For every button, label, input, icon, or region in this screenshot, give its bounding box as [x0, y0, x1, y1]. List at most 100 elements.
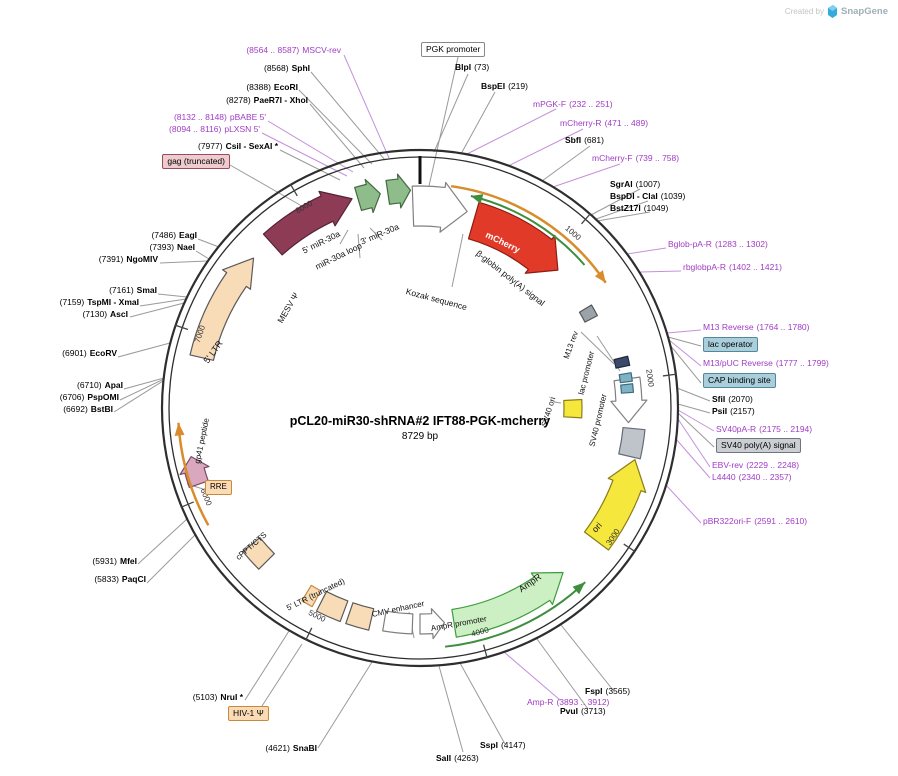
- feature-arc-5-ltr[interactable]: [189, 257, 255, 361]
- primer-leader-line: [552, 163, 621, 188]
- feature-arc-sv40-promoter[interactable]: [610, 376, 648, 424]
- enzyme-label-snabi[interactable]: (4621) SnaBI: [265, 743, 317, 753]
- primer-leader-line: [464, 108, 557, 156]
- enzyme-label-apai[interactable]: (6710) ApaI: [77, 380, 123, 390]
- enzyme-label-ngomiv[interactable]: (7391) NgoMIV: [99, 254, 158, 264]
- primer-position: (8564 .. 8587): [246, 45, 300, 55]
- enzyme-label-pvui[interactable]: PvuI (3713): [560, 706, 606, 716]
- enzyme-label-sbfi[interactable]: SbfI (681): [565, 135, 604, 145]
- enzyme-label-mfei[interactable]: (5931) MfeI: [92, 556, 137, 566]
- enzyme-label-sphi[interactable]: (8568) SphI: [264, 63, 310, 73]
- enzyme-label-naei[interactable]: (7393) NaeI: [149, 242, 195, 252]
- enzyme-label-fspi[interactable]: FspI (3565): [585, 686, 630, 696]
- enzyme-label-sgrai[interactable]: SgrAI (1007): [610, 179, 660, 189]
- feature-arc-cppt-cts[interactable]: [242, 537, 275, 570]
- enzyme-label-psii[interactable]: PsiI (2157): [712, 406, 755, 416]
- enzyme-label-ecori[interactable]: (8388) EcoRI: [246, 82, 298, 92]
- primer-label-mcherry-r[interactable]: mCherry-R (471 .. 489): [560, 118, 648, 128]
- feature-arc-sv40-polya-signal[interactable]: [618, 426, 646, 460]
- primer-label-sv40pa-r[interactable]: SV40pA-R (2175 .. 2194): [716, 424, 812, 434]
- label-leader-line: [279, 149, 341, 181]
- enzyme-label-nrui[interactable]: (5103) NruI *: [193, 692, 243, 702]
- label-leader-line: [244, 630, 290, 701]
- enzyme-label-sali[interactable]: SalI (4263): [436, 753, 479, 763]
- feature-arc-5-mir30a[interactable]: [354, 178, 381, 214]
- enzyme-label-asci[interactable]: (7130) AscI: [82, 309, 128, 319]
- label-leader-line: [580, 331, 615, 365]
- feature-arc-5-ltr-truncated-b[interactable]: [315, 590, 349, 623]
- feature-arc-hiv1-psi[interactable]: [301, 584, 322, 608]
- feature-arc-3-mir30a[interactable]: [385, 173, 412, 209]
- primer-label-bglob-pa-r[interactable]: Bglob-pA-R (1283 .. 1302): [668, 239, 768, 249]
- feature-arc-ori[interactable]: [583, 458, 647, 551]
- box-label-lac-operator[interactable]: lac operator: [703, 337, 758, 352]
- primer-label-mscv-rev[interactable]: (8564 .. 8587) MSCV-rev: [246, 45, 341, 55]
- feature-arc-gp41-peptide[interactable]: [179, 456, 210, 489]
- enzyme-name: NgoMIV: [126, 254, 158, 264]
- enzyme-position: (6901): [62, 348, 87, 358]
- label-leader-line: [137, 518, 188, 565]
- enzyme-label-csii-sexai[interactable]: (7977) CsiI - SexAI *: [198, 141, 278, 151]
- primer-label-plxsn-5[interactable]: (8094 .. 8116) pLXSN 5': [169, 124, 260, 134]
- enzyme-label-bstz17i[interactable]: BstZ17I (1049): [610, 203, 668, 213]
- label-leader-line: [159, 260, 208, 264]
- primer-label-mcherry-f[interactable]: mCherry-F (739 .. 758): [592, 153, 679, 163]
- primer-label-mpgk-f[interactable]: mPGK-F (232 .. 251): [533, 99, 613, 109]
- enzyme-label-bstbi[interactable]: (6692) BstBI: [63, 404, 113, 414]
- enzyme-position: (5103): [192, 692, 218, 702]
- primer-name: mCherry-F: [592, 153, 633, 163]
- primer-label-rbglobpa-r[interactable]: rbglobpA-R (1402 .. 1421): [683, 262, 782, 272]
- enzyme-label-ecorv[interactable]: (6901) EcoRV: [62, 348, 117, 358]
- enzyme-label-sspi[interactable]: SspI (4147): [480, 740, 526, 750]
- primer-label-pbr322ori-f[interactable]: pBR322ori-F (2591 .. 2610): [703, 516, 807, 526]
- feature-box-cap-binding-site-b[interactable]: [620, 383, 635, 394]
- feature-arc-mcherry[interactable]: [467, 201, 559, 274]
- box-label-rre[interactable]: RRE: [205, 480, 232, 495]
- enzyme-label-paer7i-xhoi[interactable]: (8278) PaeR7I - XhoI: [226, 95, 308, 105]
- primer-label-amp-r[interactable]: Amp-R (3893 .. 3912): [527, 697, 609, 707]
- primer-leader-line: [668, 339, 702, 367]
- feature-arc-ampr-promoter[interactable]: [419, 608, 446, 640]
- primer-label-m13-puc-reverse[interactable]: M13/pUC Reverse (1777 .. 1799): [703, 358, 829, 368]
- primer-name: mPGK-F: [533, 99, 567, 109]
- box-label-sv40-polya-signal[interactable]: SV40 poly(A) signal: [716, 438, 801, 453]
- thin-arc-mcherry-transcript[interactable]: [470, 195, 586, 266]
- feature-arc-cmv-enhancer[interactable]: [382, 610, 414, 635]
- primer-position: (2175 .. 2194): [759, 424, 813, 434]
- box-label-pgk-promoter[interactable]: PGK promoter: [421, 42, 486, 57]
- enzyme-label-tspmi-xmai[interactable]: (7159) TspMI - XmaI: [60, 297, 139, 307]
- primer-label-l4440[interactable]: L4440 (2340 .. 2357): [712, 472, 792, 482]
- feature-box-lac-operator[interactable]: [613, 355, 631, 369]
- enzyme-position: (1049): [643, 203, 669, 213]
- box-label-cap-binding-site[interactable]: CAP binding site: [703, 373, 776, 388]
- feature-arc-5-ltr-truncated-a[interactable]: [345, 602, 375, 631]
- enzyme-position: (7130): [82, 309, 108, 319]
- feature-box-m13-rev[interactable]: [578, 304, 599, 323]
- enzyme-label-bspei[interactable]: BspEI (219): [481, 81, 528, 91]
- primer-label-pbabe-5[interactable]: (8132 .. 8148) pBABE 5': [174, 112, 266, 122]
- thin-arc-bglobin-polya[interactable]: [451, 184, 607, 284]
- primer-label-m13-reverse[interactable]: M13 Reverse (1764 .. 1780): [703, 322, 810, 332]
- enzyme-name: SnaBI: [292, 743, 317, 753]
- thin-arc-ampr-transcript[interactable]: [444, 581, 586, 648]
- enzyme-label-paqci[interactable]: (5833) PaqCI: [94, 574, 146, 584]
- enzyme-label-blpi[interactable]: BlpI (73): [455, 62, 489, 72]
- enzyme-label-smai[interactable]: (7161) SmaI: [109, 285, 157, 295]
- enzyme-label-eagi[interactable]: (7486) EagI: [151, 230, 197, 240]
- primer-label-ebv-rev[interactable]: EBV-rev (2229 .. 2248): [712, 460, 799, 470]
- feature-arc-pgk-promoter[interactable]: [411, 181, 468, 233]
- label-leader-line: [677, 403, 711, 414]
- enzyme-label-sfii[interactable]: SfiI (2070): [712, 394, 753, 404]
- primer-position: (8094 .. 8116): [169, 124, 222, 134]
- enzyme-label-bspdi-clai[interactable]: BspDI - ClaI (1039): [610, 191, 685, 201]
- enzyme-position: (8388): [246, 82, 271, 92]
- box-label-gag-truncated[interactable]: gag (truncated): [162, 154, 230, 169]
- feature-arc-ampr[interactable]: [451, 571, 564, 638]
- feature-arc-gag-truncated[interactable]: [262, 190, 353, 256]
- enzyme-label-pspomi[interactable]: (6706) PspOMI: [60, 392, 119, 402]
- feature-box-sv40-ori[interactable]: [563, 398, 583, 419]
- box-label-hiv1-psi[interactable]: HIV-1 Ψ: [228, 706, 269, 721]
- feature-box-cap-binding-site-a[interactable]: [618, 372, 633, 384]
- enzyme-name: BstBI: [90, 404, 113, 414]
- enzyme-name: SalI: [436, 753, 452, 763]
